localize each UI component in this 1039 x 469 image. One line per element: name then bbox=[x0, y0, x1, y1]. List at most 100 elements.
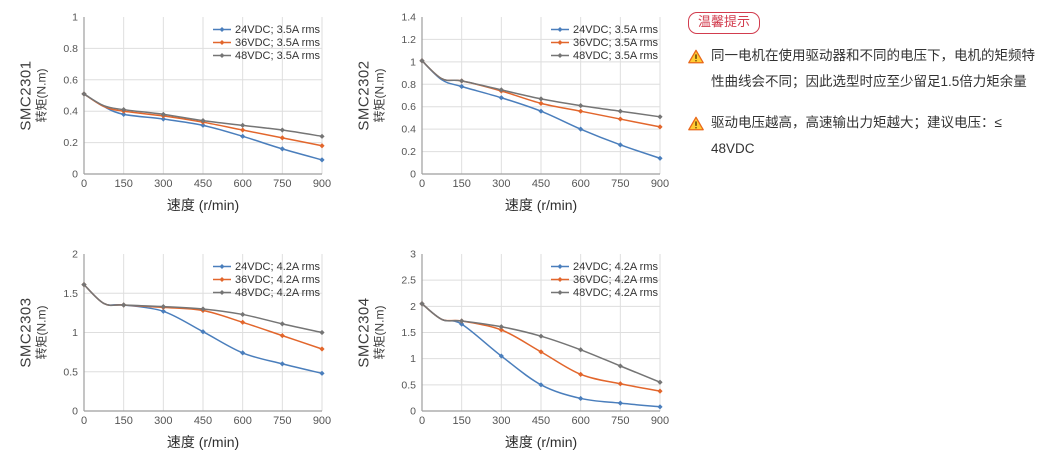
legend-label: 36VDC; 3.5A rms bbox=[573, 36, 658, 49]
legend-line-marker-icon bbox=[551, 27, 570, 32]
x-tick-label: 750 bbox=[611, 178, 629, 190]
legend-item: 48VDC; 4.2A rms bbox=[213, 286, 320, 299]
y-tick-label: 2 bbox=[72, 249, 78, 261]
legend-label: 36VDC; 3.5A rms bbox=[235, 36, 320, 49]
legend-item: 48VDC; 4.2A rms bbox=[551, 286, 658, 299]
legend-label: 48VDC; 4.2A rms bbox=[235, 286, 320, 299]
data-point-marker bbox=[240, 133, 246, 139]
data-point-marker bbox=[121, 111, 127, 117]
data-point-marker bbox=[319, 143, 325, 149]
data-point-marker bbox=[160, 116, 166, 122]
y-tick-label: 2 bbox=[410, 301, 416, 313]
data-point-marker bbox=[578, 347, 584, 353]
x-tick-label: 150 bbox=[452, 415, 470, 427]
data-point-marker bbox=[121, 107, 127, 113]
x-tick-label: 300 bbox=[492, 415, 510, 427]
x-tick-label: 750 bbox=[611, 415, 629, 427]
data-point-marker bbox=[279, 333, 285, 339]
data-point-marker bbox=[279, 361, 285, 367]
chart-smc2302: SMC2302 转矩(N.m) 0 0.2 0.4 0.6 0.8 1 1.2 1.4 0 150… bbox=[338, 2, 682, 232]
x-tick-label: 450 bbox=[532, 415, 550, 427]
y-tick-label: 0 bbox=[72, 169, 78, 181]
legend-item: 24VDC; 3.5A rms bbox=[551, 23, 658, 36]
series-line-48VDC; 4.2A rms bbox=[421, 302, 661, 383]
data-point-marker bbox=[319, 329, 325, 336]
x-tick-label: 0 bbox=[81, 415, 87, 427]
data-point-marker bbox=[240, 311, 246, 318]
y-tick-label: 1.5 bbox=[63, 288, 78, 300]
x-tick-label: 300 bbox=[154, 178, 172, 190]
y-tick-label: 1 bbox=[410, 56, 416, 68]
y-tick-label: 0.6 bbox=[401, 101, 416, 113]
y-tick-label: 0.5 bbox=[63, 366, 78, 378]
x-tick-label: 900 bbox=[651, 178, 669, 190]
x-axis-title: 速度 (r/min) bbox=[504, 434, 578, 450]
y-tick-label: 0.8 bbox=[401, 79, 416, 91]
data-point-marker bbox=[419, 301, 425, 307]
legend-label: 48VDC; 3.5A rms bbox=[573, 49, 658, 62]
torque-speed-plot: 0 0.2 0.4 0.6 0.8 1 1.2 1.4 0 150 300 450 600 750 900 bbox=[401, 12, 669, 191]
x-tick-label: 600 bbox=[233, 415, 251, 427]
series-line-48VDC; 3.5A rms bbox=[421, 59, 661, 118]
legend-item: 36VDC; 4.2A rms bbox=[551, 273, 658, 286]
chart-legend: 24VDC; 4.2A rms 36VDC; 4.2A rms 48VDC; 4.2… bbox=[551, 260, 658, 299]
legend-line-marker-icon bbox=[551, 40, 570, 45]
x-tick-label: 750 bbox=[273, 415, 291, 427]
data-point-marker bbox=[657, 124, 663, 130]
tips-badge: 温馨提示 bbox=[688, 12, 761, 34]
chart-smc2304: SMC2304 转矩(N.m) 0 0.5 1 1.5 2 2.5 3 0 150 300 450 6… bbox=[338, 239, 682, 469]
legend-line-marker-icon bbox=[213, 27, 232, 32]
legend-label: 24VDC; 3.5A rms bbox=[573, 23, 658, 36]
y-tick-label: 1 bbox=[410, 353, 416, 365]
data-point-marker bbox=[578, 395, 584, 402]
chart-smc2301: SMC2301 转矩(N.m) 0 0.2 0.4 0.6 0.8 1 0 150 300 450… bbox=[0, 2, 344, 232]
data-point-marker bbox=[279, 127, 285, 133]
legend-line-marker-icon bbox=[213, 264, 232, 269]
legend-line-marker-icon bbox=[213, 277, 232, 282]
y-tick-label: 0 bbox=[410, 406, 416, 418]
legend-item: 24VDC; 3.5A rms bbox=[213, 23, 320, 36]
chart-legend: 24VDC; 3.5A rms 36VDC; 3.5A rms 48VDC; 3.5… bbox=[213, 23, 320, 62]
legend-line-marker-icon bbox=[551, 53, 570, 58]
x-tick-label: 900 bbox=[313, 178, 331, 190]
y-tick-label: 0.2 bbox=[63, 137, 78, 149]
chart-legend: 24VDC; 4.2A rms 36VDC; 4.2A rms 48VDC; 4.2… bbox=[213, 260, 320, 299]
x-tick-label: 150 bbox=[452, 178, 470, 190]
y-tick-label: 0 bbox=[72, 406, 78, 418]
data-point-marker bbox=[200, 122, 206, 128]
data-point-marker bbox=[279, 321, 285, 327]
legend-line-marker-icon bbox=[551, 277, 570, 282]
data-point-marker bbox=[578, 126, 584, 132]
chart-smc2303: SMC2303 转矩(N.m) 0 0.5 1 1.5 2 0 150 300 450 600 75… bbox=[0, 239, 344, 469]
legend-label: 24VDC; 4.2A rms bbox=[573, 260, 658, 273]
data-point-marker bbox=[657, 114, 663, 120]
tip-note-text: 同一电机在使用驱动器和不同的电压下，电机的矩频特性曲线会不同；因此选型时应至少留… bbox=[711, 48, 1035, 89]
data-point-marker bbox=[200, 118, 206, 124]
tip-note-2: 驱动电压越高，高速输出力矩越大；建议电压：≤ 48VDC bbox=[688, 110, 1039, 162]
y-tick-label: 0.4 bbox=[63, 106, 78, 118]
tips-panel: 温馨提示 同一电机在使用驱动器和不同的电压下，电机的矩频特性曲线会不同；因此选型… bbox=[688, 12, 1039, 162]
x-axis-title: 速度 (r/min) bbox=[504, 197, 578, 213]
data-point-marker bbox=[319, 346, 325, 352]
data-point-marker bbox=[160, 303, 166, 310]
data-point-marker bbox=[160, 111, 166, 117]
y-tick-label: 0.5 bbox=[401, 379, 416, 391]
data-point-marker bbox=[81, 91, 87, 97]
data-point-marker bbox=[538, 108, 544, 114]
y-tick-label: 0.6 bbox=[63, 74, 78, 86]
data-point-marker bbox=[617, 116, 623, 122]
legend-item: 36VDC; 3.5A rms bbox=[213, 36, 320, 49]
legend-label: 24VDC; 4.2A rms bbox=[235, 260, 320, 273]
data-point-marker bbox=[617, 400, 623, 406]
x-tick-label: 450 bbox=[194, 415, 212, 427]
legend-label: 24VDC; 3.5A rms bbox=[235, 23, 320, 36]
y-tick-label: 0.4 bbox=[401, 124, 416, 136]
series-line-24VDC; 3.5A rms bbox=[421, 59, 661, 160]
legend-line-marker-icon bbox=[213, 53, 232, 58]
legend-label: 48VDC; 4.2A rms bbox=[573, 286, 658, 299]
legend-item: 36VDC; 4.2A rms bbox=[213, 273, 320, 286]
y-tick-label: 2.5 bbox=[401, 275, 416, 287]
x-tick-label: 0 bbox=[81, 178, 87, 190]
x-tick-label: 0 bbox=[419, 415, 425, 427]
torque-speed-plot: 0 0.2 0.4 0.6 0.8 1 0 150 300 450 600 750 900 bbox=[63, 12, 331, 191]
